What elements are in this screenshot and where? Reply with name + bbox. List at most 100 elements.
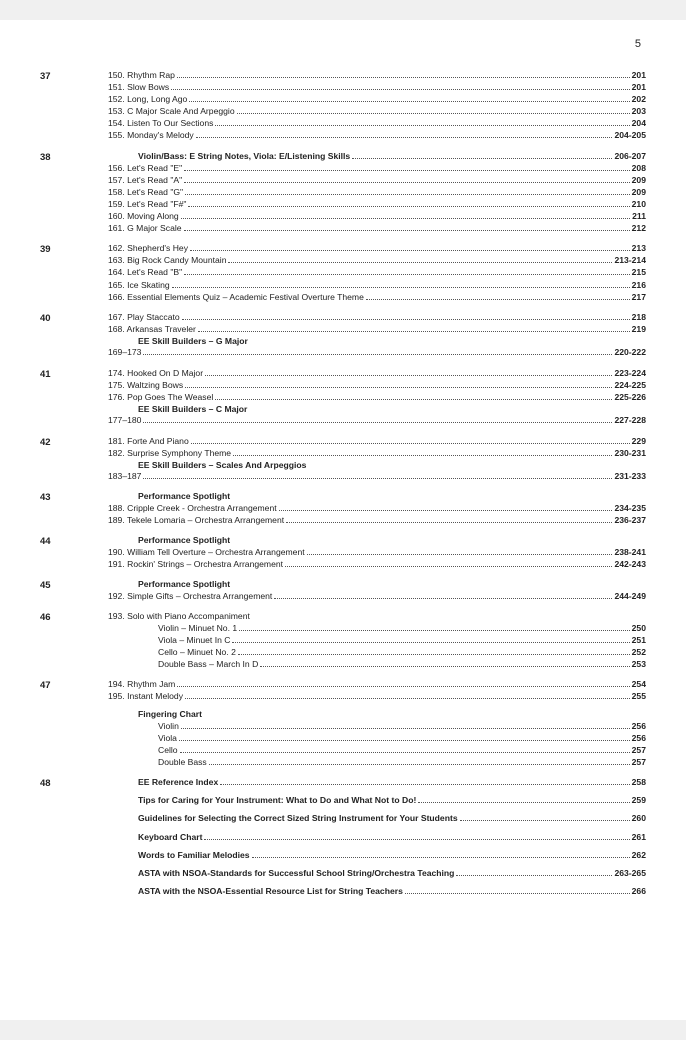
toc-entry: 150. Rhythm Rap 201 xyxy=(108,70,646,82)
entry-page: 225-226 xyxy=(614,392,646,404)
toc-section: 42181. Forte And Piano 229 182. Surprise S… xyxy=(40,436,646,484)
section-number: 37 xyxy=(40,70,108,143)
entry-label: Viola – Minuet In C xyxy=(158,635,230,647)
toc-section: 38Violin/Bass: E String Notes, Viola: E/… xyxy=(40,151,646,236)
section-body: Violin/Bass: E String Notes, Viola: E/Li… xyxy=(108,151,646,236)
entry-label: Violin xyxy=(158,721,179,733)
section-number: 42 xyxy=(40,436,108,484)
toc-subhead: EE Skill Builders – Scales And Arpeggios xyxy=(108,460,646,472)
entry-page: 238-241 xyxy=(614,547,646,559)
entry-dots xyxy=(182,319,630,320)
page-number: 5 xyxy=(635,38,641,50)
section-body: 162. Shepherd's Hey213163. Big Rock Cand… xyxy=(108,243,646,303)
toc-entry: 162. Shepherd's Hey213 xyxy=(108,243,646,255)
entry-page: 255 xyxy=(632,691,646,703)
entry-dots xyxy=(233,455,612,456)
toc-subhead: Performance Spotlight xyxy=(108,535,646,547)
toc-subhead: Performance Spotlight xyxy=(108,491,646,503)
entry-page: 229 xyxy=(632,436,646,448)
entry-dots xyxy=(228,262,612,263)
entry-page: 256 xyxy=(632,721,646,733)
entry-page: 204-205 xyxy=(614,130,646,142)
entry-page: 223-224 xyxy=(614,368,646,380)
toc-entry: 183–187231-233 xyxy=(108,471,646,483)
entry-label: 182. Surprise Symphony Theme xyxy=(108,448,231,460)
toc-section: 48EE Reference Index258Tips for Caring f… xyxy=(40,777,646,898)
entry-label: 195. Instant Melody xyxy=(108,691,183,703)
toc-entry: 189. Tekele Lomaria – Orchestra Arrangem… xyxy=(108,515,646,527)
entry-dots xyxy=(191,443,630,444)
entry-page: 203 xyxy=(632,106,646,118)
entry-label: 163. Big Rock Candy Mountain xyxy=(108,255,226,267)
toc-entry: Guidelines for Selecting the Correct Siz… xyxy=(108,813,646,825)
entry-page: 224-225 xyxy=(614,380,646,392)
entry-dots xyxy=(184,274,630,275)
section-number: 48 xyxy=(40,777,108,898)
entry-page: 201 xyxy=(632,70,646,82)
entry-dots xyxy=(184,182,630,183)
entry-page: 250 xyxy=(632,623,646,635)
entry-page: 261 xyxy=(632,832,646,844)
toc-entry: 174. Hooked On D Major 223-224 xyxy=(108,368,646,380)
entry-label: 152. Long, Long Ago xyxy=(108,94,187,106)
entry-label: 169–173 xyxy=(108,347,141,359)
entry-dots xyxy=(196,137,613,138)
entry-label: 151. Slow Bows xyxy=(108,82,169,94)
entry-page: 254 xyxy=(632,679,646,691)
entry-label: 159. Let's Read "F#" xyxy=(108,199,186,211)
entry-page: 209 xyxy=(632,187,646,199)
entry-page: 258 xyxy=(632,777,646,789)
entry-label: 157. Let's Read "A" xyxy=(108,175,182,187)
entry-dots xyxy=(171,89,630,90)
entry-dots xyxy=(405,893,630,894)
toc-section: 47194. Rhythm Jam254195. Instant Melody2… xyxy=(40,679,646,769)
entry-dots xyxy=(180,752,630,753)
toc-section: 40167. Play Staccato218168. Arkansas Tra… xyxy=(40,312,646,360)
entry-label: 177–180 xyxy=(108,415,141,427)
entry-label: EE Reference Index xyxy=(138,777,218,789)
entry-dots xyxy=(285,566,612,567)
entry-page: 253 xyxy=(632,659,646,671)
entry-label: Double Bass – March In D xyxy=(158,659,258,671)
entry-label: 181. Forte And Piano xyxy=(108,436,189,448)
entry-dots xyxy=(143,354,612,355)
entry-page: 209 xyxy=(632,175,646,187)
section-number: 44 xyxy=(40,535,108,571)
entry-label: 174. Hooked On D Major xyxy=(108,368,203,380)
toc-entry: 168. Arkansas Traveler219 xyxy=(108,324,646,336)
entry-dots xyxy=(209,764,630,765)
toc-entry: 194. Rhythm Jam254 xyxy=(108,679,646,691)
toc-entry: 151. Slow Bows201 xyxy=(108,82,646,94)
section-body: Performance Spotlight188. Cripple Creek … xyxy=(108,491,646,527)
entry-label: Double Bass xyxy=(158,757,207,769)
entry-page: 234-235 xyxy=(614,503,646,515)
entry-dots xyxy=(204,839,629,840)
entry-label: 150. Rhythm Rap xyxy=(108,70,175,82)
entry-dots xyxy=(238,654,630,655)
entry-label: 188. Cripple Creek - Orchestra Arrangeme… xyxy=(108,503,277,515)
section-body: 174. Hooked On D Major223-224175. Waltzi… xyxy=(108,368,646,428)
entry-label: 189. Tekele Lomaria – Orchestra Arrangem… xyxy=(108,515,284,527)
toc-entry: 161. G Major Scale212 xyxy=(108,223,646,235)
entry-label: 183–187 xyxy=(108,471,141,483)
entry-label: 156. Let's Read "E" xyxy=(108,163,182,175)
entry-dots xyxy=(279,510,613,511)
toc-entry: 192. Simple Gifts – Orchestra Arrangemen… xyxy=(108,591,646,603)
entry-dots xyxy=(143,422,612,423)
entry-label: 167. Play Staccato xyxy=(108,312,180,324)
entry-label: Violin – Minuet No. 1 xyxy=(158,623,237,635)
toc-entry: Double Bass – March In D 253 xyxy=(108,659,646,671)
entry-page: 262 xyxy=(632,850,646,862)
entry-page: 216 xyxy=(632,280,646,292)
toc-entry: 181. Forte And Piano 229 xyxy=(108,436,646,448)
toc-subhead: EE Skill Builders – G Major xyxy=(108,336,646,348)
entry-dots xyxy=(215,125,629,126)
entry-page: 227-228 xyxy=(614,415,646,427)
entry-page: 220-222 xyxy=(614,347,646,359)
section-number: 39 xyxy=(40,243,108,303)
toc-section: 41174. Hooked On D Major223-224175. Walt… xyxy=(40,368,646,428)
toc-entry: 190. William Tell Overture – Orchestra A… xyxy=(108,547,646,559)
entry-label: 168. Arkansas Traveler xyxy=(108,324,196,336)
entry-label: 165. Ice Skating xyxy=(108,280,170,292)
entry-label: 158. Let's Read "G" xyxy=(108,187,183,199)
